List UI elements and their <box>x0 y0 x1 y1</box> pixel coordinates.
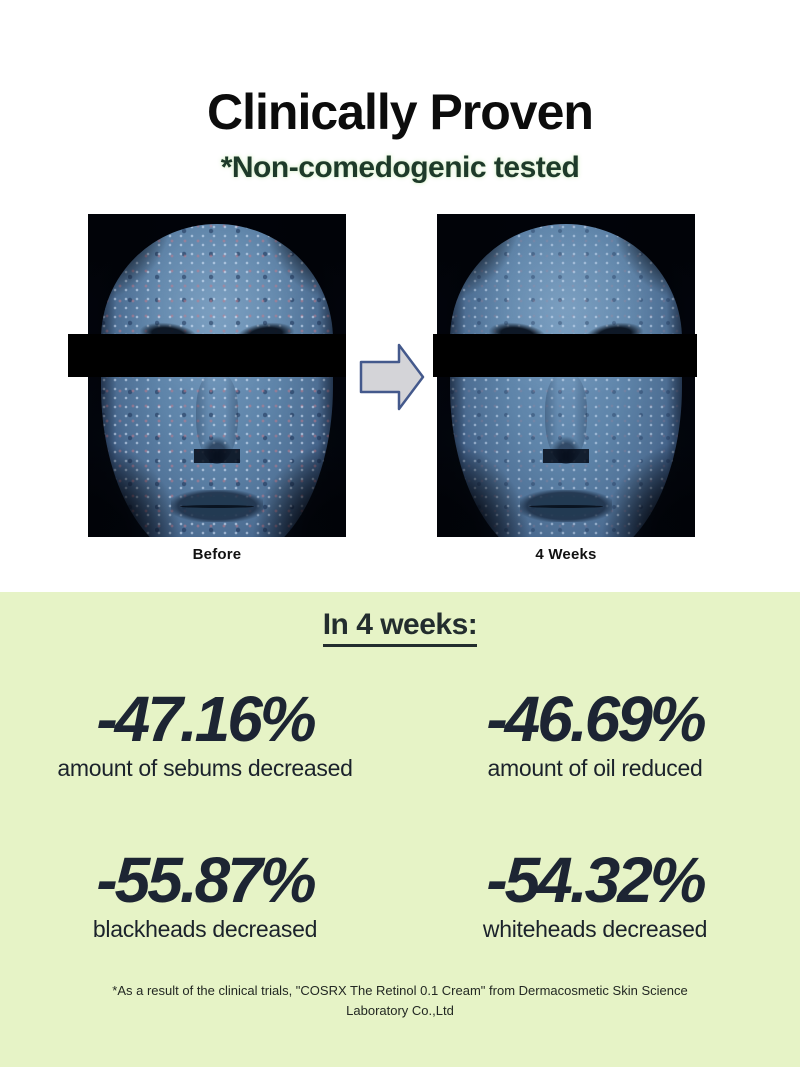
before-photo <box>68 214 346 537</box>
footnote: *As a result of the clinical trials, "CO… <box>112 983 688 1019</box>
stat-value: -55.87% <box>96 844 316 916</box>
stat-sebums: -47.16% amount of sebums decreased <box>10 687 400 782</box>
stats-grid: -47.16% amount of sebums decreased -46.6… <box>0 687 800 943</box>
after-photo <box>433 214 697 537</box>
stat-label: whiteheads decreased <box>482 916 708 942</box>
stat-label: blackheads decreased <box>92 916 318 942</box>
censor-bar <box>433 334 697 377</box>
stat-value: -54.32% <box>486 844 706 916</box>
hero-section: Clinically Proven *Non-comedogenic teste… <box>0 84 800 584</box>
stat-value: -47.16% <box>96 683 316 755</box>
results-heading: In 4 weeks: <box>322 608 478 647</box>
subtitle: *Non-comedogenic tested <box>220 150 580 184</box>
before-after-comparison: Before 4 Weeks <box>0 214 800 584</box>
after-label: 4 Weeks <box>535 546 597 563</box>
stat-value: -46.69% <box>486 683 706 755</box>
stat-label: amount of sebums decreased <box>57 755 353 781</box>
page-title: Clinically Proven <box>207 84 594 140</box>
arrow-right-icon <box>358 340 426 414</box>
stat-label: amount of oil reduced <box>487 755 703 781</box>
stat-blackheads: -55.87% blackheads decreased <box>10 848 400 943</box>
results-section: In 4 weeks: -47.16% amount of sebums dec… <box>0 592 800 1067</box>
censor-bar <box>68 334 346 377</box>
before-label: Before <box>192 546 242 563</box>
stat-whiteheads: -54.32% whiteheads decreased <box>400 848 790 943</box>
stat-oil: -46.69% amount of oil reduced <box>400 687 790 782</box>
